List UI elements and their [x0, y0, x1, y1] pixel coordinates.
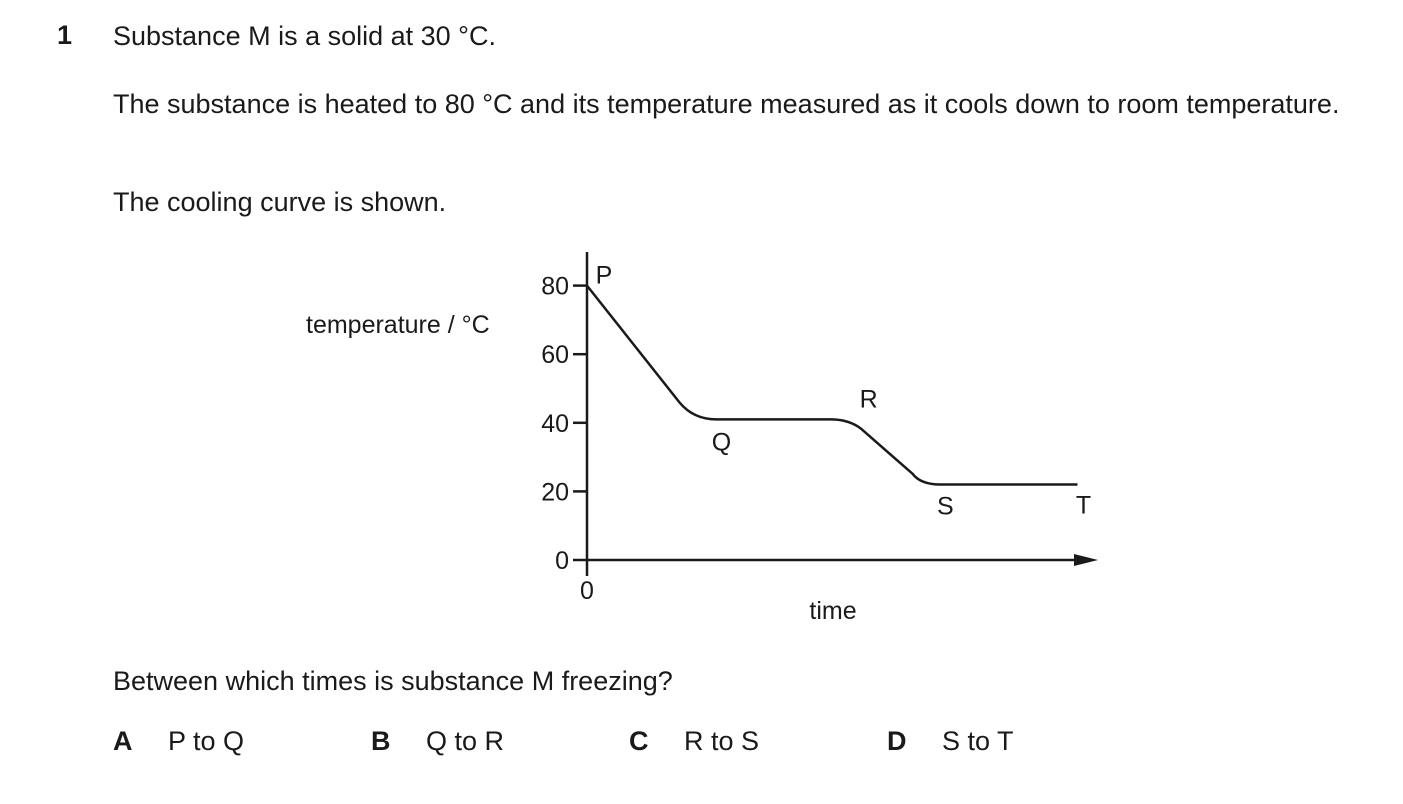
- chart-axes: [585, 252, 1098, 576]
- option-a-letter: A: [113, 726, 133, 756]
- question-number: 1: [57, 20, 73, 50]
- y-tick-label: 40: [541, 410, 569, 438]
- x-tick-label: 0: [580, 577, 594, 605]
- point-label-q: Q: [712, 428, 731, 456]
- question-stem-line-3: The cooling curve is shown.: [113, 187, 447, 217]
- question-stem-line-2: The substance is heated to 80 °C and its…: [113, 89, 1340, 119]
- y-tick-label: 60: [541, 341, 569, 369]
- point-label-p: P: [596, 262, 613, 290]
- y-axis-label: temperature / °C: [306, 311, 490, 339]
- option-c-letter: C: [629, 726, 649, 756]
- x-axis-label: time: [809, 597, 856, 625]
- chart-curve: [586, 284, 1078, 486]
- x-axis-arrowhead: [1074, 554, 1098, 566]
- point-label-s: S: [937, 493, 954, 521]
- option-c-text: R to S: [684, 726, 760, 756]
- point-label-t: T: [1076, 492, 1091, 520]
- point-label-r: R: [860, 385, 878, 413]
- y-tick-label: 0: [555, 547, 569, 575]
- question-prompt: Between which times is substance M freez…: [113, 666, 673, 696]
- option-d-text: S to T: [942, 726, 1014, 756]
- option-b-text: Q to R: [426, 726, 505, 756]
- cooling-curve-line: [586, 284, 1078, 486]
- chart-ticks: 0 20 40 60 80 0: [541, 273, 594, 605]
- option-d-letter: D: [887, 726, 907, 756]
- option-b-letter: B: [371, 726, 391, 756]
- chart-point-labels: P Q R S T: [596, 262, 1091, 521]
- y-tick-label: 20: [541, 478, 569, 506]
- option-a-text: P to Q: [168, 726, 245, 756]
- question-stem-line-1: Substance M is a solid at 30 °C.: [113, 21, 496, 51]
- y-tick-label: 80: [541, 273, 569, 301]
- answer-options: A P to Q B Q to R C R to S D S to T: [0, 726, 1403, 766]
